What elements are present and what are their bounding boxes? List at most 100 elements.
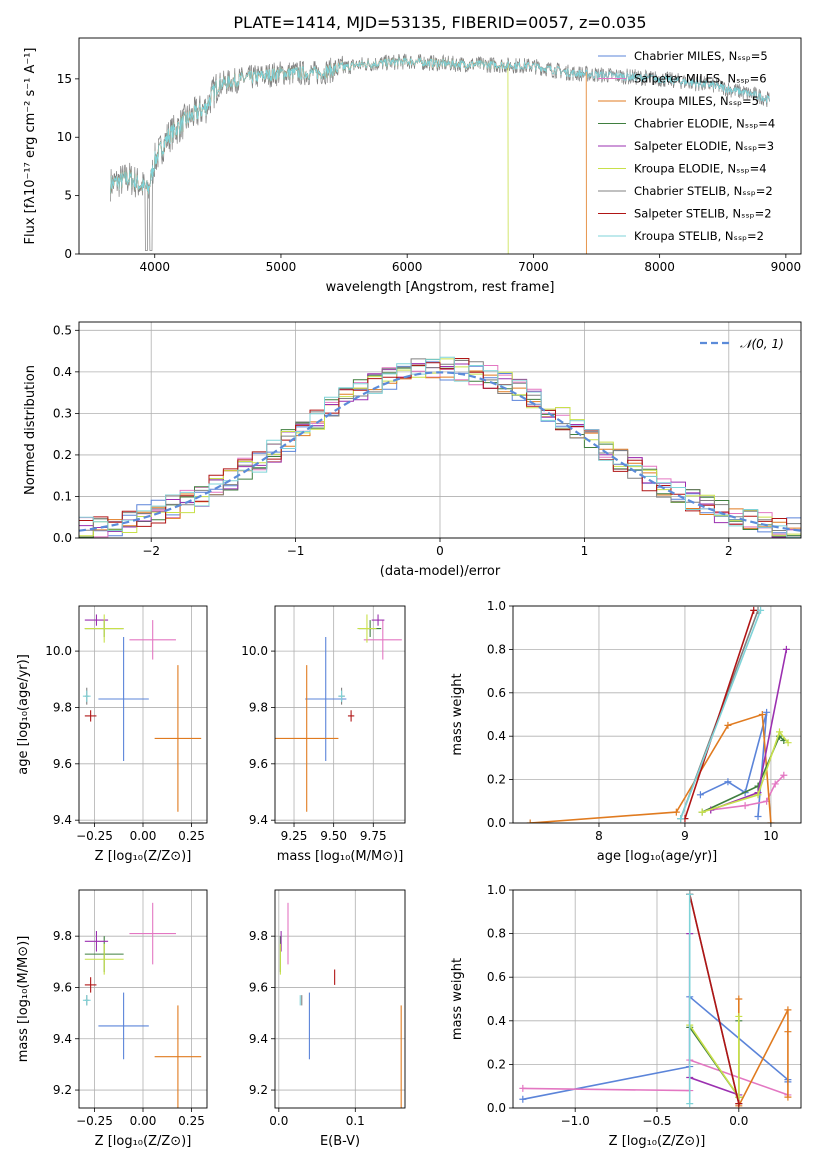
x-tick-label: −2 — [142, 544, 160, 558]
weight-marker — [758, 711, 766, 718]
x-tick-label: 0.00 — [130, 1114, 157, 1128]
panel-mass_vs_Z: −0.25 0.00 0.25 9.2 9.4 9.6 9.8 Z [log₁₀(Z/Z⊙)]… — [16, 889, 208, 1149]
data-layer — [82, 902, 202, 1108]
error-bar-point — [347, 710, 355, 722]
y-tick-label: 0.2 — [487, 773, 506, 787]
data-layer — [110, 53, 770, 254]
legend: Chabrier MILES, Nₛₛₚ=5 Salpeter MILES, Nₛ… — [598, 49, 775, 243]
x-tick-label: 9000 — [771, 260, 802, 274]
weight-marker — [519, 1084, 527, 1092]
legend-entry: Chabrier MILES, Nₛₛₚ=5 — [634, 49, 768, 63]
x-tick-label: 9.75 — [360, 829, 387, 843]
error-bar-point — [84, 977, 97, 993]
plot-area — [513, 606, 801, 823]
axes-frame — [274, 889, 406, 1109]
y-tick-label: 0.2 — [53, 448, 72, 462]
weight-line — [688, 894, 740, 1104]
y-tick-label: 9.6 — [249, 980, 268, 994]
panel-age_vs_mass: 9.25 9.50 9.75 9.4 9.6 9.8 10.0 mass [log₁₀(M/M… — [241, 605, 406, 864]
weight-marker — [784, 1028, 792, 1036]
axes-frame — [78, 321, 802, 539]
y-tick-label: 9.6 — [249, 757, 268, 771]
x-tick-label: 9 — [681, 829, 689, 843]
y-tick-label: 9.8 — [249, 929, 268, 943]
x-tick-label: 10 — [763, 829, 778, 843]
x-tick-label: 0.00 — [130, 829, 157, 843]
error-bar-point — [84, 943, 124, 975]
error-bar-point — [82, 690, 91, 702]
axes-frame — [78, 605, 208, 824]
gaussian-curve — [79, 371, 801, 532]
x-tick-label: −0.25 — [76, 829, 113, 843]
y-tick-label: 9.4 — [53, 813, 72, 827]
x-tick-label: −1.0 — [561, 1114, 590, 1128]
y-axis-label: Flux [fλ10⁻¹⁷ erg cm⁻² s⁻¹ A⁻¹] — [23, 48, 38, 245]
error-bar-point — [363, 620, 402, 660]
error-bar-point — [84, 931, 109, 952]
x-axis-label: mass [log₁₀(M/M⊙)] — [277, 849, 404, 864]
weight-marker — [763, 708, 771, 716]
weight-marker — [741, 802, 749, 810]
x-tick-label: 8000 — [644, 260, 675, 274]
data-layer — [279, 902, 402, 1108]
legend-entry: Chabrier ELODIE, Nₛₛₚ=4 — [634, 117, 775, 131]
x-tick-label: −0.5 — [642, 1114, 671, 1128]
x-tick-label: 1 — [581, 544, 589, 558]
weight-marker — [698, 808, 706, 816]
weight-marker — [771, 780, 779, 788]
y-tick-label: 5 — [64, 189, 72, 203]
x-tick-label: 0.0 — [729, 1114, 748, 1128]
y-tick-label: 0.4 — [487, 729, 506, 743]
weight-marker — [724, 778, 732, 786]
error-bar-point — [357, 614, 377, 643]
legend: 𝒩(0, 1) — [700, 337, 784, 351]
x-axis-label: wavelength [Angstrom, rest frame] — [326, 280, 555, 295]
histogram-line — [79, 356, 801, 538]
weight-marker — [757, 606, 765, 614]
weight-marker — [754, 812, 762, 820]
legend-entry: Salpeter ELODIE, Nₛₛₚ=3 — [634, 139, 774, 153]
y-tick-label: 9.8 — [249, 700, 268, 714]
data-layer — [275, 614, 402, 812]
y-tick-label: 15 — [57, 72, 72, 86]
y-tick-label: 0.8 — [487, 927, 506, 941]
x-tick-label: 6000 — [392, 260, 423, 274]
weight-marker — [767, 819, 775, 823]
y-tick-label: 0.6 — [487, 970, 506, 984]
grid — [79, 890, 207, 1108]
x-axis-label: Z [log₁₀(Z/Z⊙)] — [95, 1134, 192, 1149]
legend-entry: Kroupa MILES, Nₛₛₚ=5 — [634, 94, 759, 108]
axes-frame — [512, 889, 802, 1109]
y-tick-label: 10.0 — [241, 644, 268, 658]
error-bar-point — [338, 690, 345, 702]
x-axis-label: Z [log₁₀(Z/Z⊙)] — [95, 849, 192, 864]
panel-weight_vs_Z: −1.0 −0.5 0.0 0.0 0.2 0.4 0.6 0.8 1.0 Z [log₁₀(Z/… — [450, 883, 802, 1149]
weight-marker — [784, 1006, 792, 1014]
y-tick-label: 9.2 — [249, 1083, 268, 1097]
y-tick-label: 0.0 — [487, 1101, 506, 1115]
weight-marker — [735, 1012, 743, 1020]
axes-frame — [274, 605, 406, 824]
legend-entry: Chabrier STELIB, Nₛₛₚ=2 — [634, 184, 773, 198]
spectrum-line — [110, 56, 770, 195]
y-tick-label: 1.0 — [487, 599, 506, 613]
y-tick-label: 0.5 — [53, 323, 72, 337]
weight-marker — [735, 1100, 743, 1108]
y-tick-label: 10 — [57, 130, 72, 144]
legend-entry: Kroupa STELIB, Nₛₛₚ=2 — [634, 229, 764, 243]
x-tick-label: 0 — [436, 544, 444, 558]
y-tick-label: 9.4 — [249, 813, 268, 827]
grid — [275, 890, 405, 1108]
y-axis-label: mass weight — [450, 673, 465, 755]
weight-marker — [784, 1093, 792, 1101]
x-tick-label: −1 — [287, 544, 305, 558]
axes-frame — [78, 889, 208, 1109]
y-tick-label: 9.4 — [53, 1032, 72, 1046]
error-bar-point — [154, 665, 202, 812]
y-tick-label: 10.0 — [45, 644, 72, 658]
x-tick-label: 8 — [595, 829, 603, 843]
x-axis-label: (data-model)/error — [380, 564, 501, 579]
legend-entry: 𝒩(0, 1) — [740, 337, 784, 351]
y-axis-label: age [log₁₀(age/yr)] — [16, 654, 31, 775]
panel-weight_vs_age: 8 9 10 0.0 0.2 0.4 0.6 0.8 1.0 age [log₁₀(age/yr)… — [450, 599, 802, 864]
